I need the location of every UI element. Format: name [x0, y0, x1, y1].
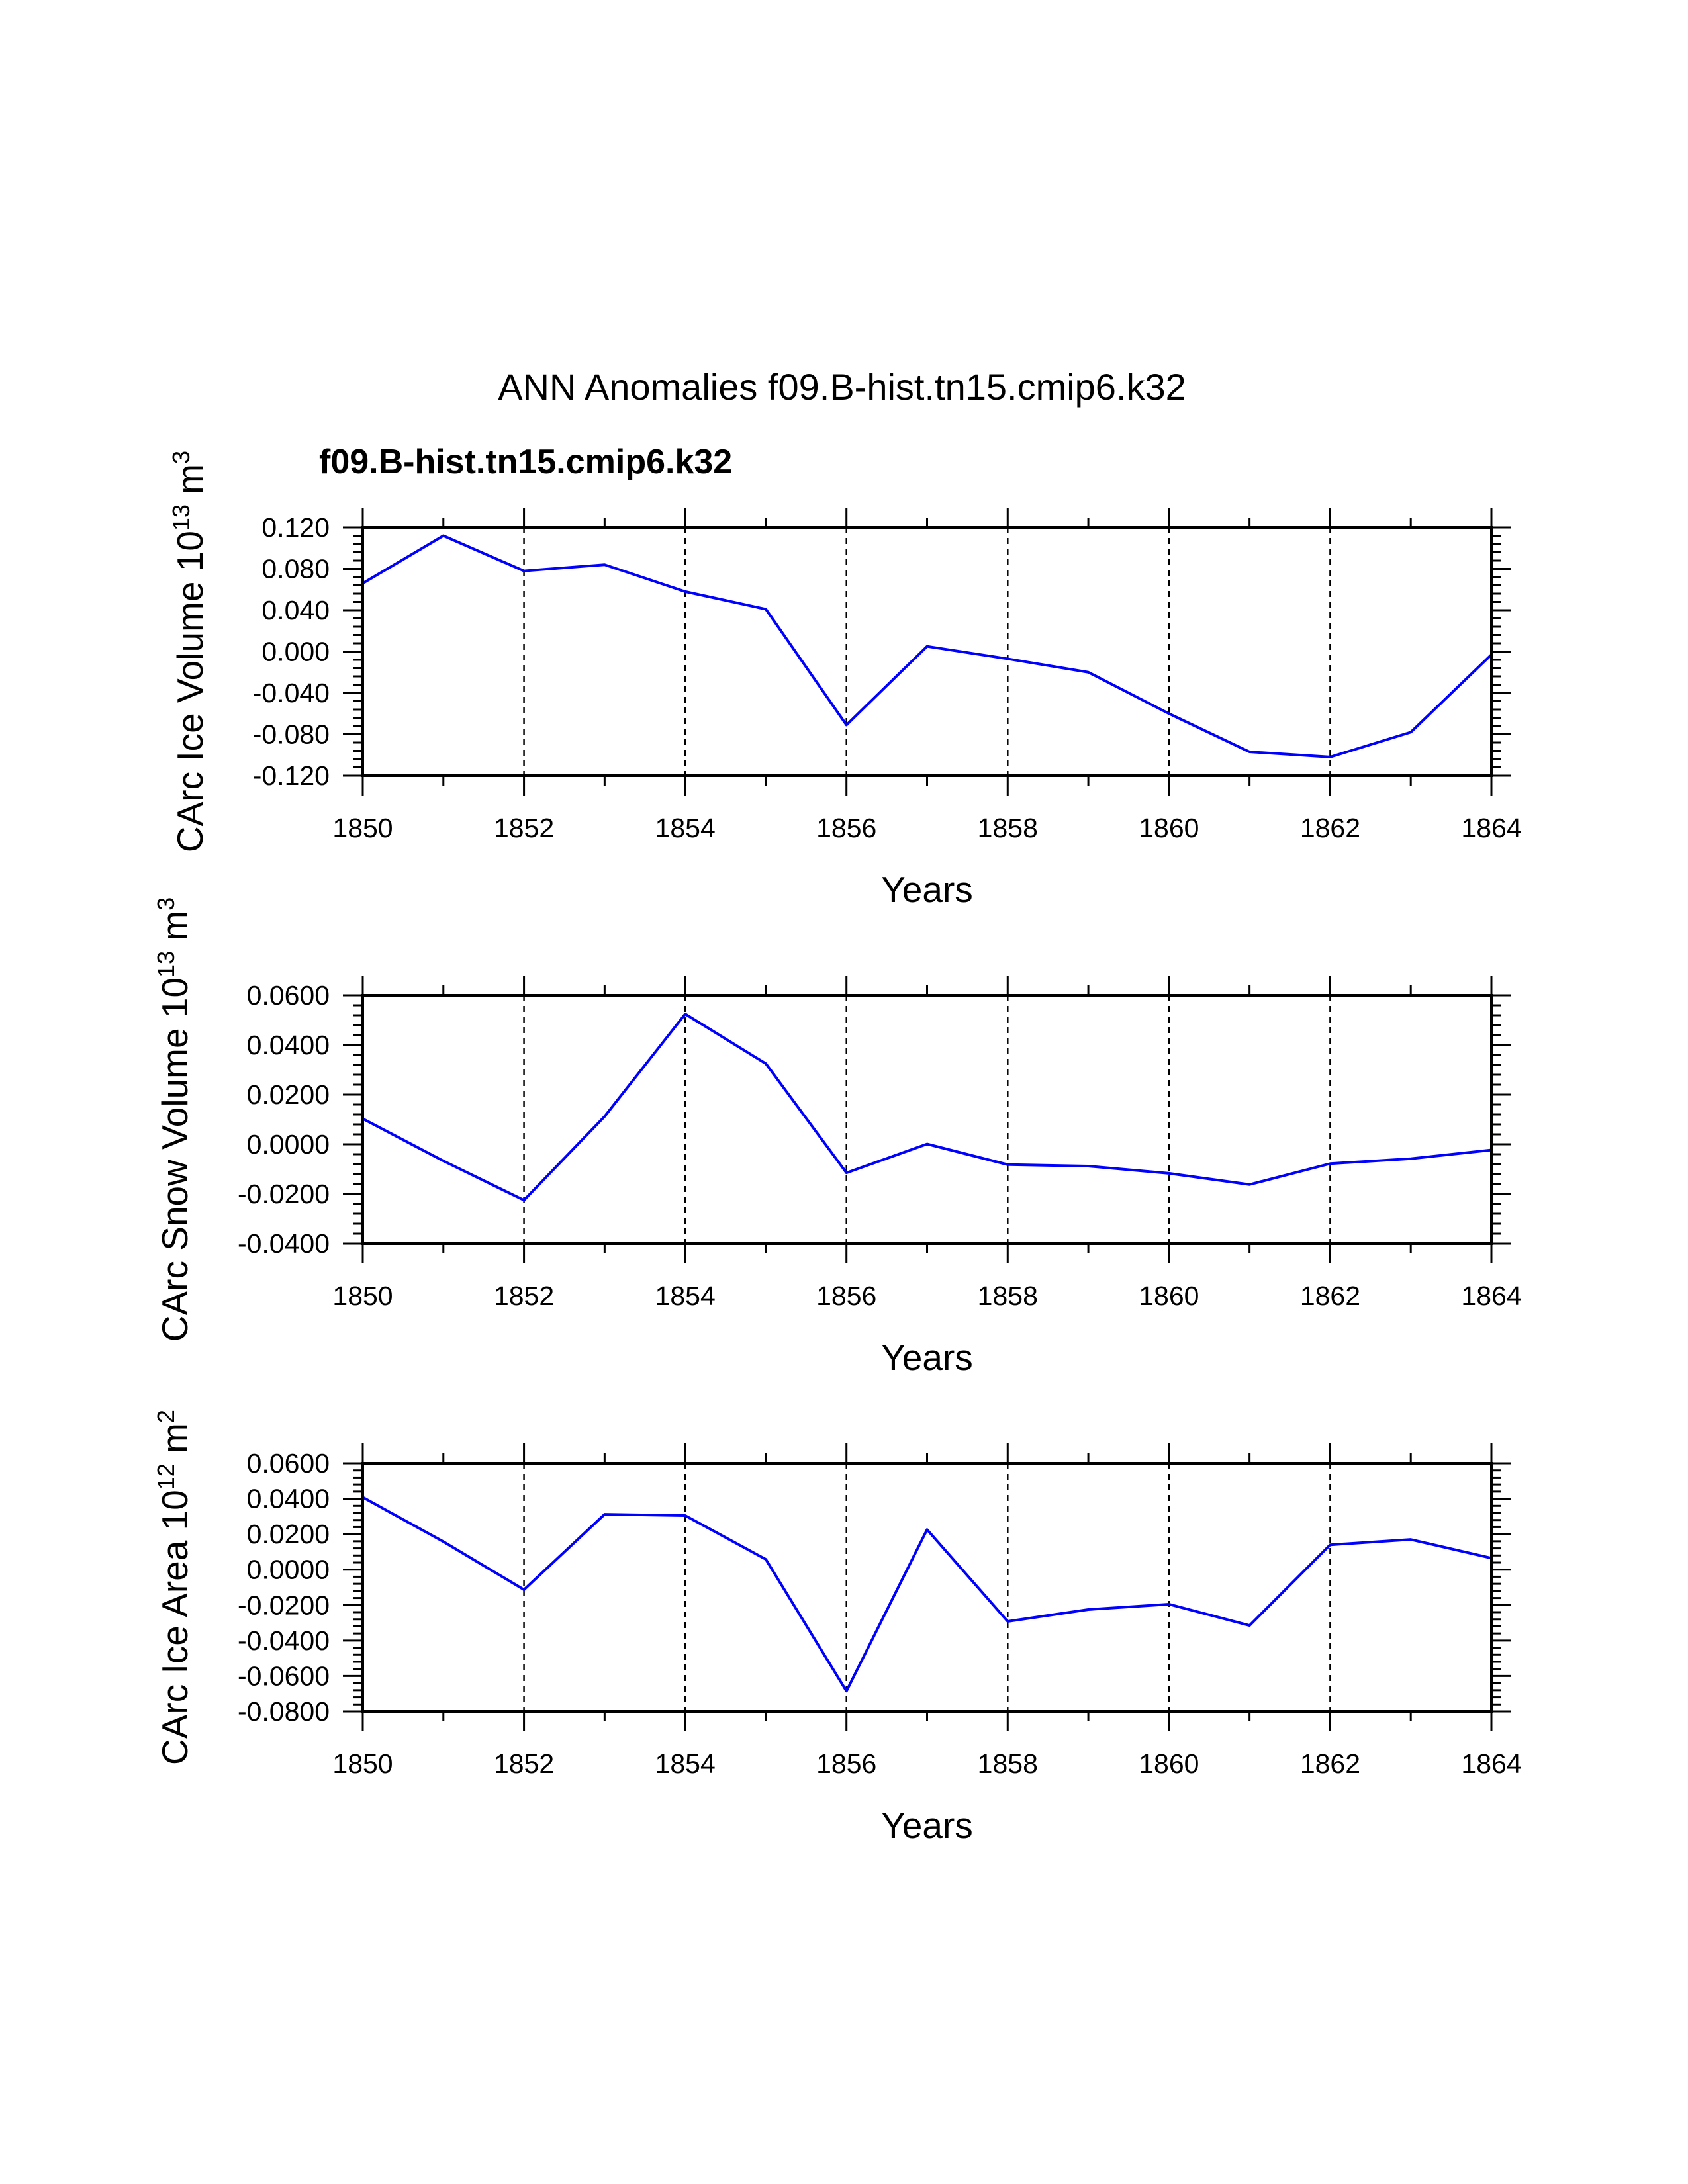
- x-tick-label: 1858: [978, 813, 1038, 843]
- y-axis-title-superscript: 3: [152, 897, 179, 911]
- y-tick-label: -0.040: [253, 678, 330, 708]
- x-tick-label: 1854: [655, 1281, 716, 1311]
- x-tick-label: 1860: [1139, 1749, 1199, 1779]
- series-line: [361, 534, 1493, 758]
- x-axis-title: Years: [881, 1805, 973, 1846]
- y-tick-label: 0.120: [261, 512, 330, 543]
- chart-panel-3: 1850 1852 1854 1856 1858 1860 1862 1864 0.0600 0.…: [152, 1410, 1522, 1846]
- y-axis-title-part: m: [169, 464, 211, 504]
- y-tick-label: 0.0200: [247, 1079, 330, 1110]
- y-tick-label: -0.080: [253, 719, 330, 750]
- y-tick-label: -0.120: [253, 760, 330, 791]
- y-axis-title-part: CArc Snow Volume 10: [154, 978, 195, 1342]
- y-tick-label: 0.080: [261, 554, 330, 584]
- y-axis-title-part: m: [154, 911, 195, 951]
- plot-frame: [361, 1462, 1493, 1713]
- x-tick-label: 1860: [1139, 1281, 1199, 1311]
- x-tick-label: 1856: [816, 1749, 876, 1779]
- y-tick-label: 0.040: [261, 595, 330, 625]
- plot-frame: [361, 994, 1493, 1245]
- y-tick-label: 0.000: [261, 637, 330, 667]
- panels: 1850 1852 1854 1856 1858 1860 1862 1864 0.120 0.0…: [152, 451, 1522, 1846]
- y-tick-label: -0.0400: [238, 1228, 330, 1259]
- main-title: ANN Anomalies f09.B-hist.tn15.cmip6.k32: [498, 366, 1186, 408]
- plot-frame: [361, 526, 1493, 777]
- y-axis-title-superscript: 13: [167, 504, 195, 531]
- x-tick-label: 1854: [655, 1749, 716, 1779]
- x-axis-title: Years: [881, 869, 973, 910]
- x-tick-label: 1862: [1300, 1281, 1360, 1311]
- y-tick-label: 0.0400: [247, 1030, 330, 1060]
- x-tick-label: 1864: [1461, 813, 1521, 843]
- y-tick-label: -0.0800: [238, 1696, 330, 1727]
- y-axis-title: CArc Ice Area 1012 m2: [152, 1410, 195, 1765]
- x-tick-label: 1852: [494, 813, 554, 843]
- chart-panel-1: 1850 1852 1854 1856 1858 1860 1862 1864 0.120 0.0…: [167, 451, 1522, 910]
- x-tick-label: 1862: [1300, 1749, 1360, 1779]
- y-tick-label: 0.0200: [247, 1519, 330, 1549]
- x-tick-label: 1858: [978, 1749, 1038, 1779]
- y-axis-title-superscript: 12: [152, 1463, 179, 1490]
- series-label: f09.B-hist.tn15.cmip6.k32: [319, 443, 732, 481]
- x-tick-label: 1862: [1300, 813, 1360, 843]
- x-tick-label: 1856: [816, 1281, 876, 1311]
- y-tick-label: 0.0400: [247, 1484, 330, 1514]
- y-tick-label: -0.0200: [238, 1590, 330, 1620]
- x-tick-label: 1852: [494, 1281, 554, 1311]
- chart-panel-2: 1850 1852 1854 1856 1858 1860 1862 1864 0.0600 0.…: [152, 897, 1522, 1378]
- series-line: [362, 1496, 1492, 1693]
- y-tick-label: -0.0600: [238, 1661, 330, 1691]
- x-tick-label: 1850: [332, 1281, 393, 1311]
- x-tick-label: 1852: [494, 1749, 554, 1779]
- y-axis-title: CArc Ice Volume 1013 m3: [167, 451, 211, 852]
- y-axis-title: CArc Snow Volume 1013 m3: [152, 897, 195, 1342]
- x-tick-label: 1858: [978, 1281, 1038, 1311]
- y-tick-label: 0.0600: [247, 1448, 330, 1479]
- y-axis-title-superscript: 13: [152, 951, 179, 978]
- y-tick-label: 0.0000: [247, 1129, 330, 1160]
- x-tick-label: 1854: [655, 813, 716, 843]
- y-axis-title-part: CArc Ice Volume 10: [169, 531, 211, 852]
- x-tick-label: 1856: [816, 813, 876, 843]
- y-tick-label: 0.0600: [247, 980, 330, 1011]
- x-tick-label: 1864: [1461, 1749, 1521, 1779]
- x-axis-title: Years: [881, 1337, 973, 1378]
- y-axis-title-part: m: [154, 1423, 195, 1463]
- y-tick-label: -0.0200: [238, 1179, 330, 1209]
- y-axis-title-superscript: 3: [167, 451, 195, 464]
- x-tick-label: 1850: [332, 813, 393, 843]
- series-line: [362, 1013, 1492, 1202]
- y-axis-title-superscript: 2: [152, 1410, 179, 1423]
- x-tick-label: 1850: [332, 1749, 393, 1779]
- y-axis-title-part: CArc Ice Area 10: [154, 1490, 195, 1765]
- y-tick-label: -0.0400: [238, 1625, 330, 1656]
- x-tick-label: 1860: [1139, 813, 1199, 843]
- y-tick-label: 0.0000: [247, 1555, 330, 1585]
- x-tick-label: 1864: [1461, 1281, 1521, 1311]
